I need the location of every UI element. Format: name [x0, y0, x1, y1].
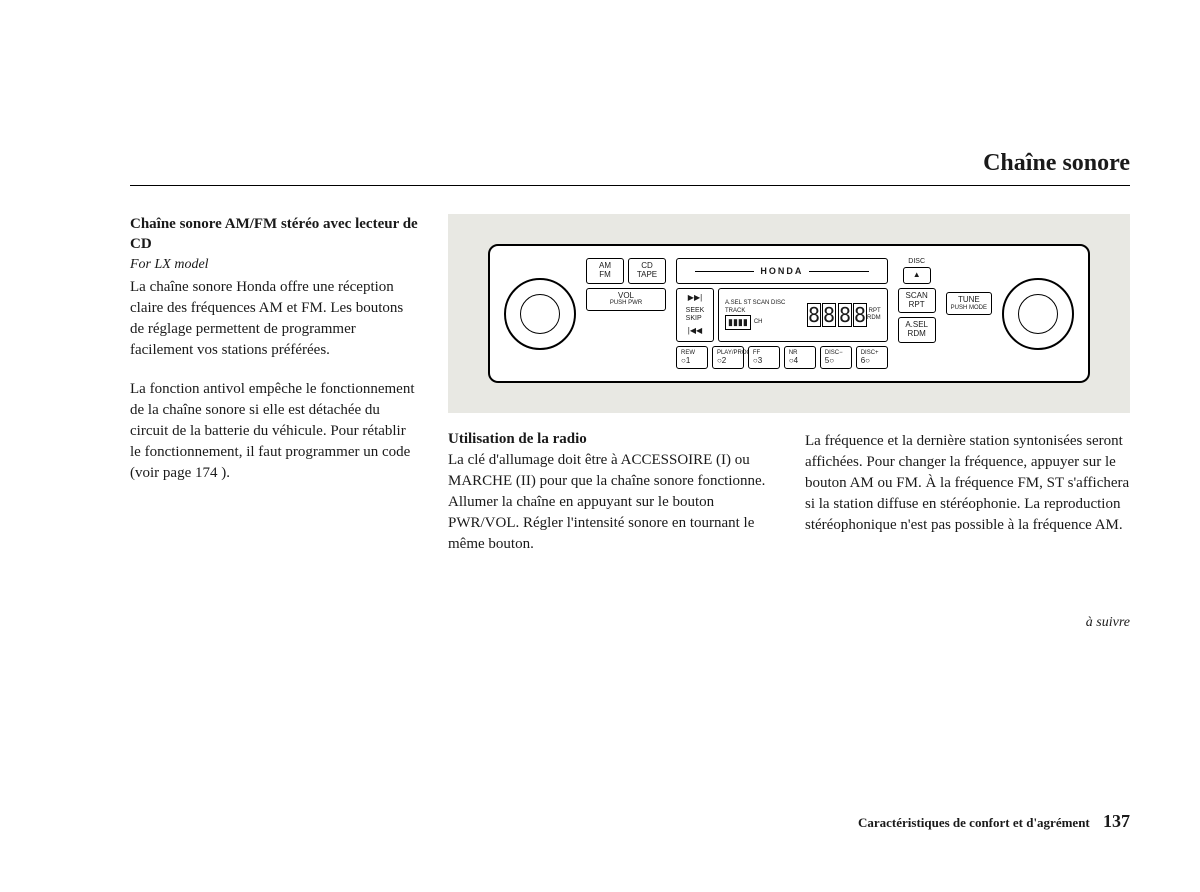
seek-skip-button: ▶▶| SEEK SKIP |◀◀: [676, 288, 714, 342]
center-stack: HONDA ▶▶| SEEK SKIP |◀◀ A.SEL ST SCAN DI…: [676, 258, 888, 369]
digit: 8: [822, 303, 836, 327]
scan-rpt-button: SCAN RPT: [898, 288, 936, 314]
lcd-frequency-digits: 8 8 8 8: [807, 303, 867, 327]
rew-icon: |◀◀: [688, 327, 702, 336]
continue-note: à suivre: [448, 615, 1130, 631]
cd-slot: HONDA: [676, 258, 888, 284]
asel-rdm-button: A.SEL RDM: [898, 317, 936, 343]
volume-knob: [504, 278, 576, 350]
page-title: Chaîne sonore: [130, 150, 1130, 186]
lcd-top-indicators: A.SEL ST SCAN DISC TRACK ▮▮▮▮ CH: [725, 300, 807, 329]
vol-label: VOL: [618, 291, 634, 300]
preset-2-button: PLAY/PROG○2: [712, 346, 744, 369]
tune-knob: [1002, 278, 1074, 350]
lower-text-columns: Utilisation de la radio La clé d'allumag…: [448, 431, 1130, 555]
lcd-segment-block: ▮▮▮▮: [725, 315, 751, 330]
paragraph: La fréquence et la dernière station synt…: [805, 431, 1130, 536]
preset-1-button: REW○1: [676, 346, 708, 369]
preset-5-button: DISC−5○: [820, 346, 852, 369]
lower-col-2: La fréquence et la dernière station synt…: [805, 431, 1130, 555]
brand-label: HONDA: [754, 266, 809, 276]
preset-num: ○1: [681, 356, 690, 365]
model-note: For LX model: [130, 257, 420, 273]
preset-num: ○3: [753, 356, 762, 365]
disc-label: DISC: [908, 258, 925, 265]
page-footer: Caractéristiques de confort et d'agrémen…: [858, 811, 1130, 832]
vol-pwr-button: VOL PUSH PWR: [586, 288, 666, 311]
lcd-ch-label: CH: [754, 319, 763, 326]
preset-6-button: DISC+6○: [856, 346, 888, 369]
tune-mode-button: TUNE PUSH MODE: [946, 292, 992, 315]
seek-skip-label: SEEK SKIP: [686, 307, 705, 322]
digit: 8: [838, 303, 852, 327]
paragraph: La fonction antivol empêche le fonctionn…: [130, 379, 420, 484]
tune-group: TUNE PUSH MODE: [946, 258, 992, 369]
preset-num: 5○: [825, 356, 834, 365]
tune-label: TUNE: [958, 295, 980, 304]
preset-3-button: FF○3: [748, 346, 780, 369]
preset-num: 6○: [861, 356, 870, 365]
page-number: 137: [1103, 811, 1130, 831]
digit: 8: [807, 303, 821, 327]
content-area: Chaîne sonore AM/FM stéréo avec lecteur …: [130, 214, 1130, 631]
eject-button: ▲: [903, 267, 931, 284]
lcd-indicator-row: A.SEL ST SCAN DISC TRACK: [725, 300, 807, 314]
preset-num: ○4: [789, 356, 798, 365]
left-column: Chaîne sonore AM/FM stéréo avec lecteur …: [130, 214, 420, 631]
lower-col-1: Utilisation de la radio La clé d'allumag…: [448, 431, 773, 555]
radio-unit: AM FM CD TAPE VOL PUSH PWR HONDA: [488, 244, 1090, 383]
manual-page: Chaîne sonore Chaîne sonore AM/FM stéréo…: [130, 150, 1130, 832]
fwd-icon: ▶▶|: [688, 294, 702, 303]
lcd-display: A.SEL ST SCAN DISC TRACK ▮▮▮▮ CH 8: [718, 288, 888, 342]
am-fm-button: AM FM: [586, 258, 624, 284]
paragraph: La clé d'allumage doit être à ACCESSOIRE…: [448, 450, 773, 555]
radio-usage-heading: Utilisation de la radio: [448, 431, 773, 448]
preset-4-button: NR○4: [784, 346, 816, 369]
section-heading: Chaîne sonore AM/FM stéréo avec lecteur …: [130, 214, 420, 255]
left-button-group: AM FM CD TAPE VOL PUSH PWR: [586, 258, 666, 369]
preset-num: ○2: [717, 356, 726, 365]
cd-tape-button: CD TAPE: [628, 258, 666, 284]
pwr-sublabel: PUSH PWR: [591, 300, 661, 307]
radio-diagram: AM FM CD TAPE VOL PUSH PWR HONDA: [448, 214, 1130, 413]
lcd-right-indicators: RPT RDM: [867, 308, 881, 322]
preset-row: REW○1 PLAY/PROG○2 FF○3 NR○4 DISC−5○ DISC…: [676, 346, 888, 369]
paragraph: La chaîne sonore Honda offre une récepti…: [130, 277, 420, 361]
mode-sublabel: PUSH MODE: [951, 305, 987, 312]
digit: 8: [853, 303, 867, 327]
footer-section-name: Caractéristiques de confort et d'agrémen…: [858, 815, 1090, 830]
right-area: AM FM CD TAPE VOL PUSH PWR HONDA: [448, 214, 1130, 631]
right-button-group: DISC ▲ SCAN RPT A.SEL RDM: [898, 258, 936, 369]
